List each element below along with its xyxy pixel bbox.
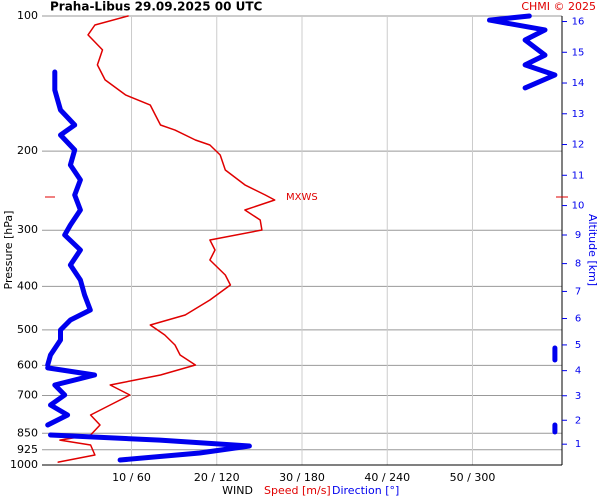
x-axis-label: Direction [°] [332, 484, 399, 497]
y2-tick-label: 12 [572, 140, 585, 151]
y2-tick-label: 10 [572, 201, 585, 212]
y2-axis-label: Altitude [km] [586, 214, 599, 286]
y2-tick-label: 3 [575, 391, 581, 402]
y-tick-label: 400 [17, 279, 38, 292]
y-tick-label: 600 [17, 358, 38, 371]
y-tick-label: 1000 [10, 458, 38, 471]
y2-tick-label: 16 [572, 17, 585, 28]
x-tick-label: 50 / 300 [450, 471, 496, 484]
x-axis-label: WIND [222, 484, 253, 497]
y-tick-label: 300 [17, 223, 38, 236]
y2-tick-label: 7 [575, 286, 581, 297]
y2-tick-label: 5 [575, 340, 581, 351]
x-tick-label: 30 / 180 [279, 471, 325, 484]
y2-tick-label: 1 [575, 439, 581, 450]
y-tick-label: 500 [17, 323, 38, 336]
y-tick-label: 200 [17, 144, 38, 157]
y-axis-label: Pressure [hPa] [2, 211, 15, 290]
x-tick-label: 10 / 60 [112, 471, 151, 484]
y2-tick-label: 2 [575, 415, 581, 426]
y2-tick-label: 14 [572, 78, 585, 89]
y2-tick-label: 15 [572, 47, 585, 58]
y2-tick-label: 11 [572, 170, 585, 181]
y2-tick-label: 13 [572, 109, 585, 120]
y-tick-label: 700 [17, 388, 38, 401]
chart-title: Praha-Libus 29.09.2025 00 UTC [50, 0, 263, 14]
x-tick-label: 20 / 120 [194, 471, 240, 484]
y2-tick-label: 4 [575, 366, 581, 377]
y2-tick-label: 9 [575, 230, 581, 241]
x-tick-label: 40 / 240 [364, 471, 410, 484]
y2-tick-label: 6 [575, 314, 581, 325]
y2-tick-label: 8 [575, 259, 581, 270]
direction-line [48, 432, 252, 463]
y-tick-label: 925 [17, 443, 38, 456]
y-tick-label: 100 [17, 9, 38, 22]
credit: CHMI © 2025 [521, 0, 596, 13]
x-axis-label: Speed [m/s] [264, 484, 331, 497]
direction-line [487, 13, 558, 91]
y-tick-label: 850 [17, 426, 38, 439]
direction-line [45, 365, 98, 428]
max-wind-label: MXWS [286, 192, 318, 203]
speed-line [57, 15, 276, 463]
direction-line [45, 69, 93, 368]
